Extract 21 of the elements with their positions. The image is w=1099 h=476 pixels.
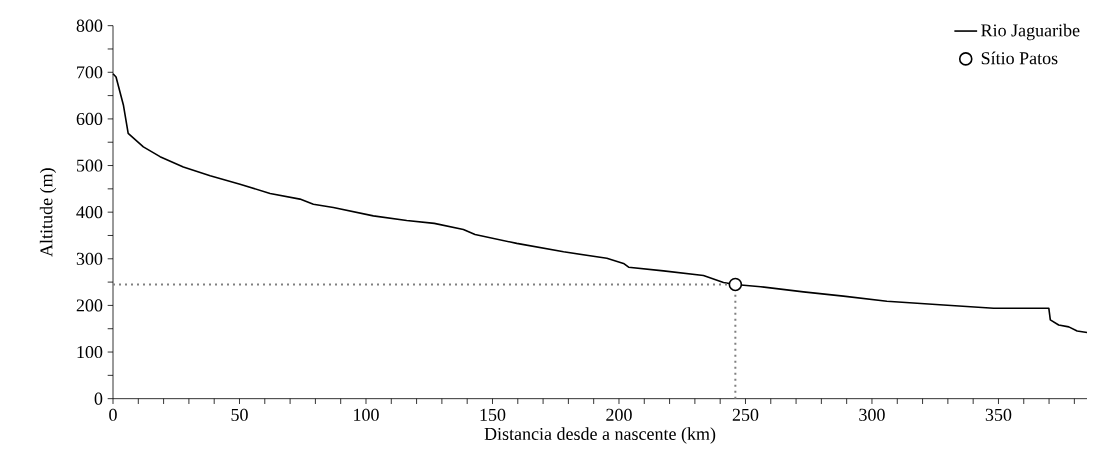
x-tick-label: 300 [859, 408, 885, 421]
y-axis-title: Altitude (m) [39, 168, 57, 257]
x-tick-label: 0 [109, 408, 117, 421]
y-tick-label: 700 [77, 66, 103, 79]
y-tick-label: 400 [76, 206, 103, 219]
y-tick-label: 100 [77, 345, 103, 359]
x-tick-label: 350 [985, 408, 1012, 421]
x-tick-label: 50 [231, 408, 248, 421]
x-tick-label: 200 [606, 408, 632, 421]
y-tick-label: 0 [94, 392, 103, 405]
legend-label: Rio Jaguaribe [981, 23, 1080, 41]
y-tick-label: 800 [76, 19, 103, 32]
x-axis-title: Distancia desde a nascente (km) [484, 427, 716, 444]
x-tick-label: 150 [480, 408, 506, 421]
y-tick-label: 200 [76, 299, 103, 312]
y-tick-label: 300 [76, 252, 103, 265]
x-tick-label: 250 [732, 408, 759, 421]
legend-label: Sítio Patos [981, 51, 1058, 65]
y-tick-label: 500 [77, 159, 103, 172]
y-tick-label: 600 [76, 112, 103, 125]
x-tick-label: 100 [354, 408, 379, 421]
